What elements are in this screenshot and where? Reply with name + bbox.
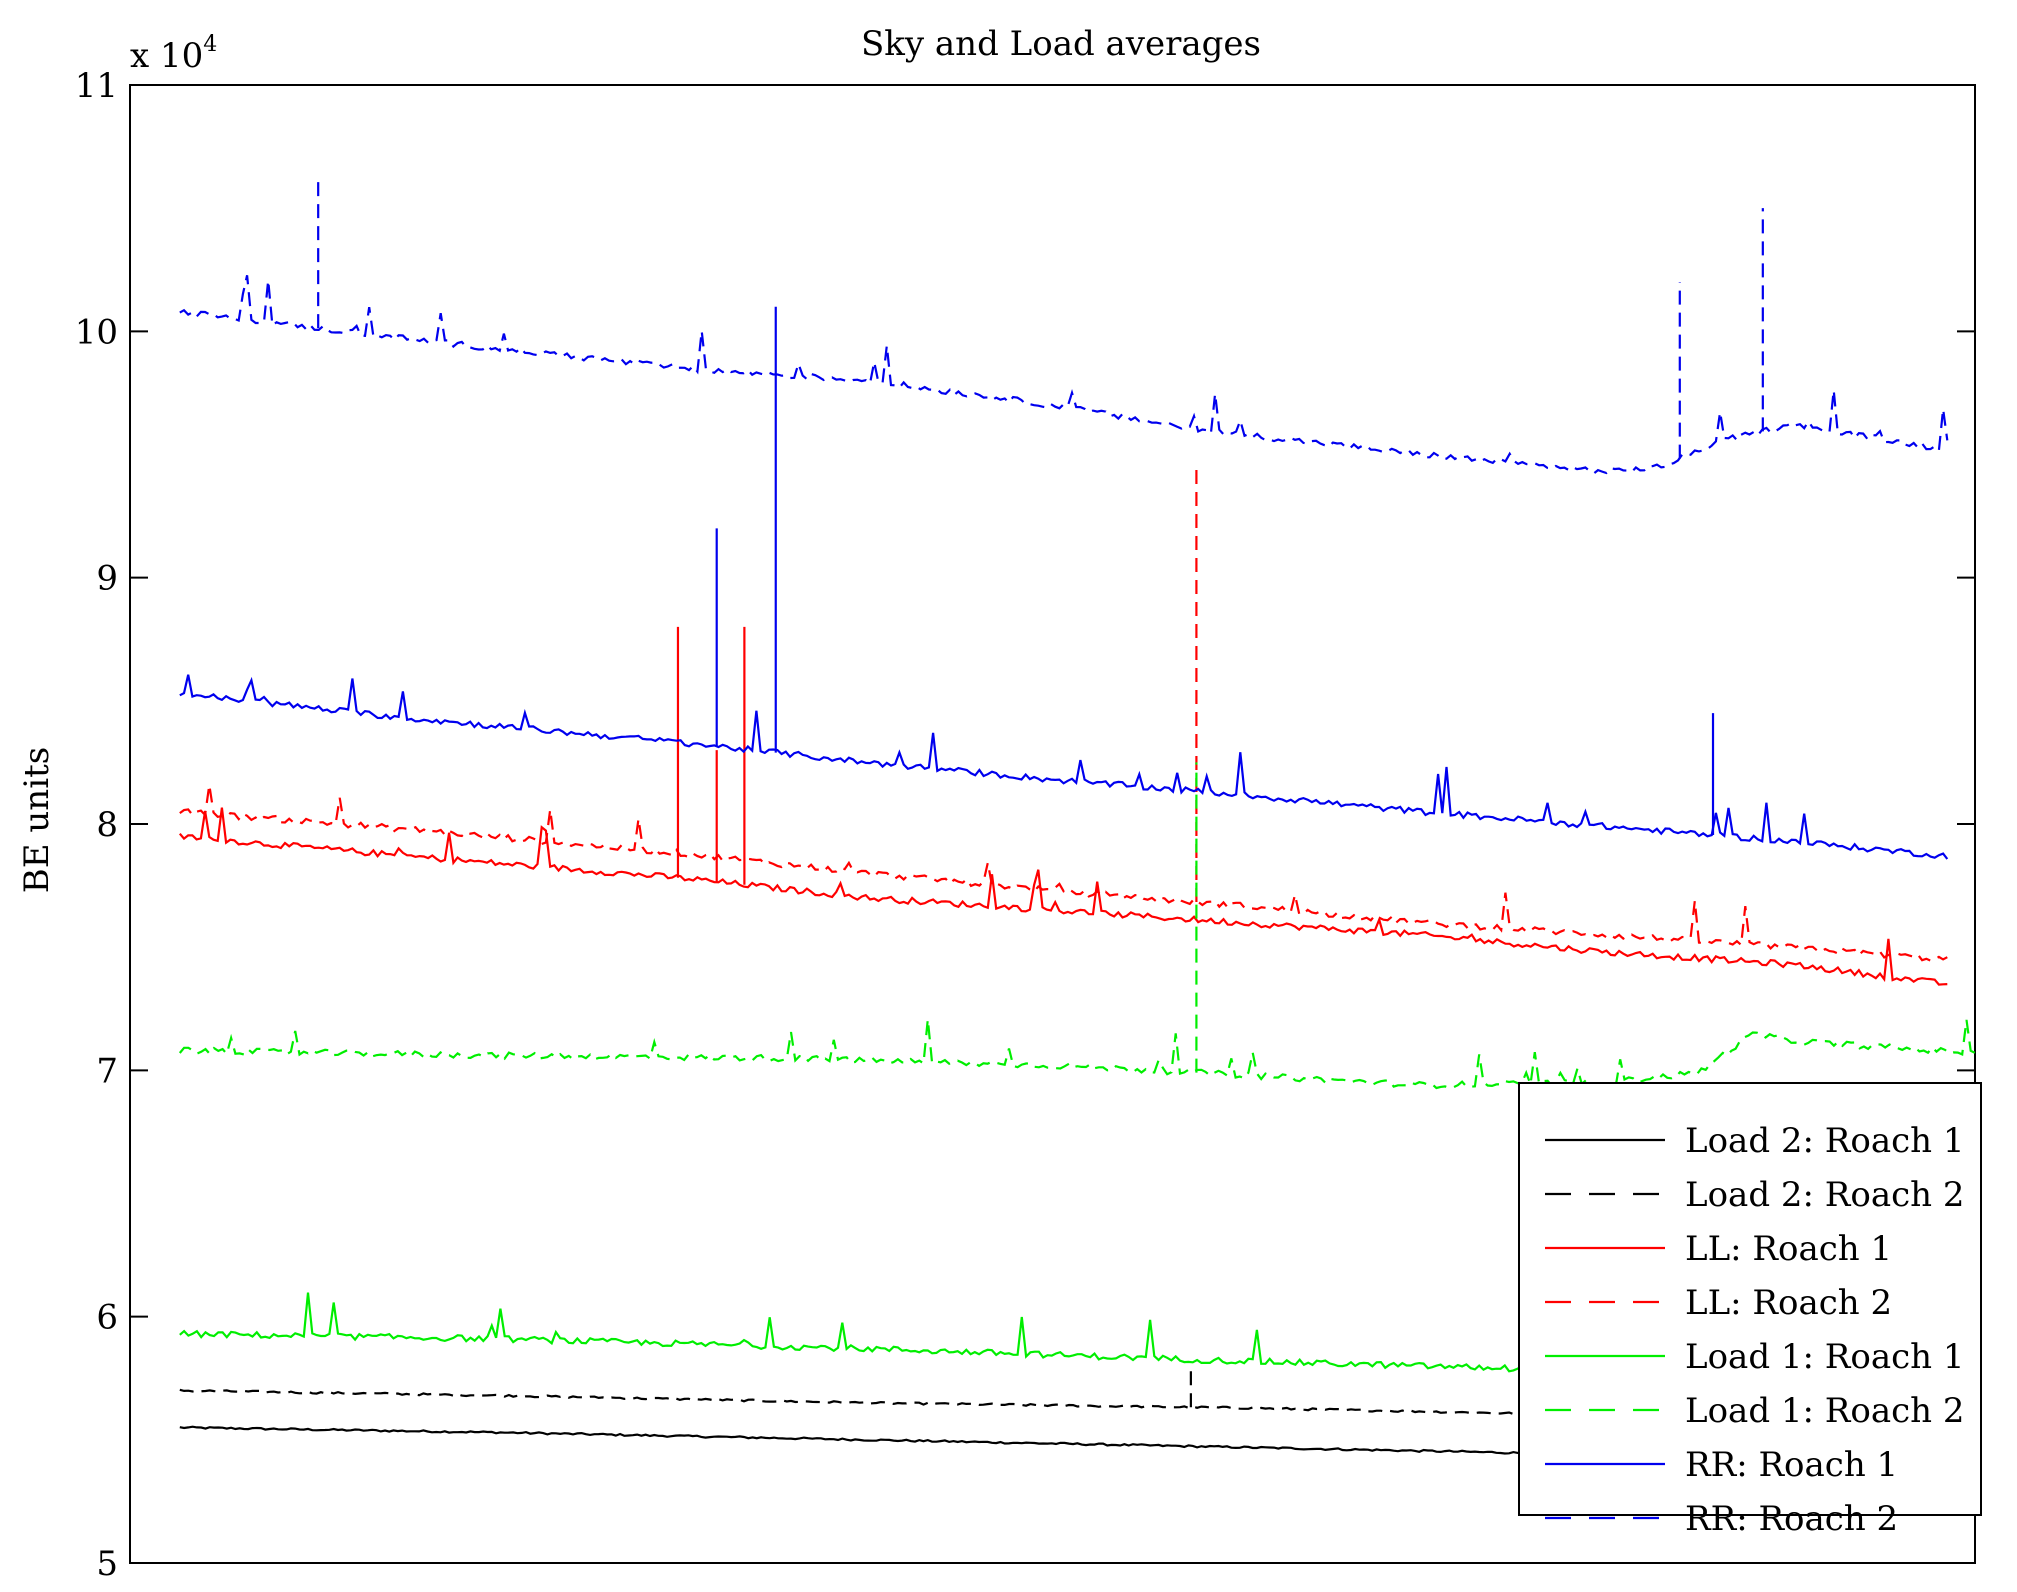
- series-line: [179, 784, 1948, 962]
- series-line: [178, 1019, 1976, 1090]
- y-exponent-power: 4: [203, 32, 217, 57]
- y-tick-label: 7: [96, 1051, 118, 1091]
- y-tick-label: 11: [75, 66, 118, 106]
- legend-item: Load 2: Roach 2: [1545, 1175, 1965, 1215]
- series-ll-roach-1: [178, 626, 1948, 986]
- legend-label: RR: Roach 1: [1685, 1445, 1898, 1485]
- legend-label: Load 2: Roach 2: [1685, 1175, 1965, 1215]
- y-axis-label: BE units: [17, 747, 57, 893]
- y-tick-label: 9: [96, 559, 118, 599]
- legend-item: RR: Roach 2: [1545, 1499, 1898, 1539]
- legend-label: Load 2: Roach 1: [1685, 1121, 1965, 1161]
- y-tick-label: 10: [75, 312, 118, 352]
- legend-label: Load 1: Roach 2: [1685, 1391, 1965, 1431]
- svg-text:x 104: x 104: [130, 32, 217, 76]
- y-tick-label: 6: [96, 1298, 118, 1338]
- legend-label: LL: Roach 1: [1685, 1229, 1892, 1269]
- series-rr-roach-2: [179, 176, 1949, 475]
- y-tick-label: 8: [96, 805, 118, 845]
- legend-item: Load 1: Roach 1: [1545, 1337, 1965, 1377]
- legend-item: Load 2: Roach 1: [1545, 1121, 1965, 1161]
- legend-item: LL: Roach 1: [1545, 1229, 1892, 1269]
- legend-item: LL: Roach 2: [1545, 1283, 1892, 1323]
- y-tick-label: 5: [96, 1544, 118, 1584]
- series-line: [178, 807, 1948, 986]
- legend-label: RR: Roach 2: [1685, 1499, 1898, 1539]
- legend-label: Load 1: Roach 1: [1685, 1337, 1965, 1377]
- series-rr-roach-1: [179, 306, 1949, 860]
- y-exponent: x 104: [130, 32, 217, 76]
- y-exponent-label: x 10: [130, 36, 203, 76]
- legend-item: RR: Roach 1: [1545, 1445, 1898, 1485]
- series-line: [179, 275, 1949, 475]
- legend: Load 2: Roach 1 Load 2: Roach 2 LL: Roach …: [1518, 1082, 1982, 1539]
- legend-item: Load 1: Roach 2: [1545, 1391, 1965, 1431]
- chart-title: Sky and Load averages: [861, 24, 1261, 64]
- y-axis: 5 6 7 8 9 10 11: [75, 66, 1975, 1584]
- legend-label: LL: Roach 2: [1685, 1283, 1892, 1323]
- series-load-1-roach-2: [178, 762, 1976, 1090]
- legend-box: [1518, 1082, 1982, 1516]
- series-line: [179, 674, 1949, 860]
